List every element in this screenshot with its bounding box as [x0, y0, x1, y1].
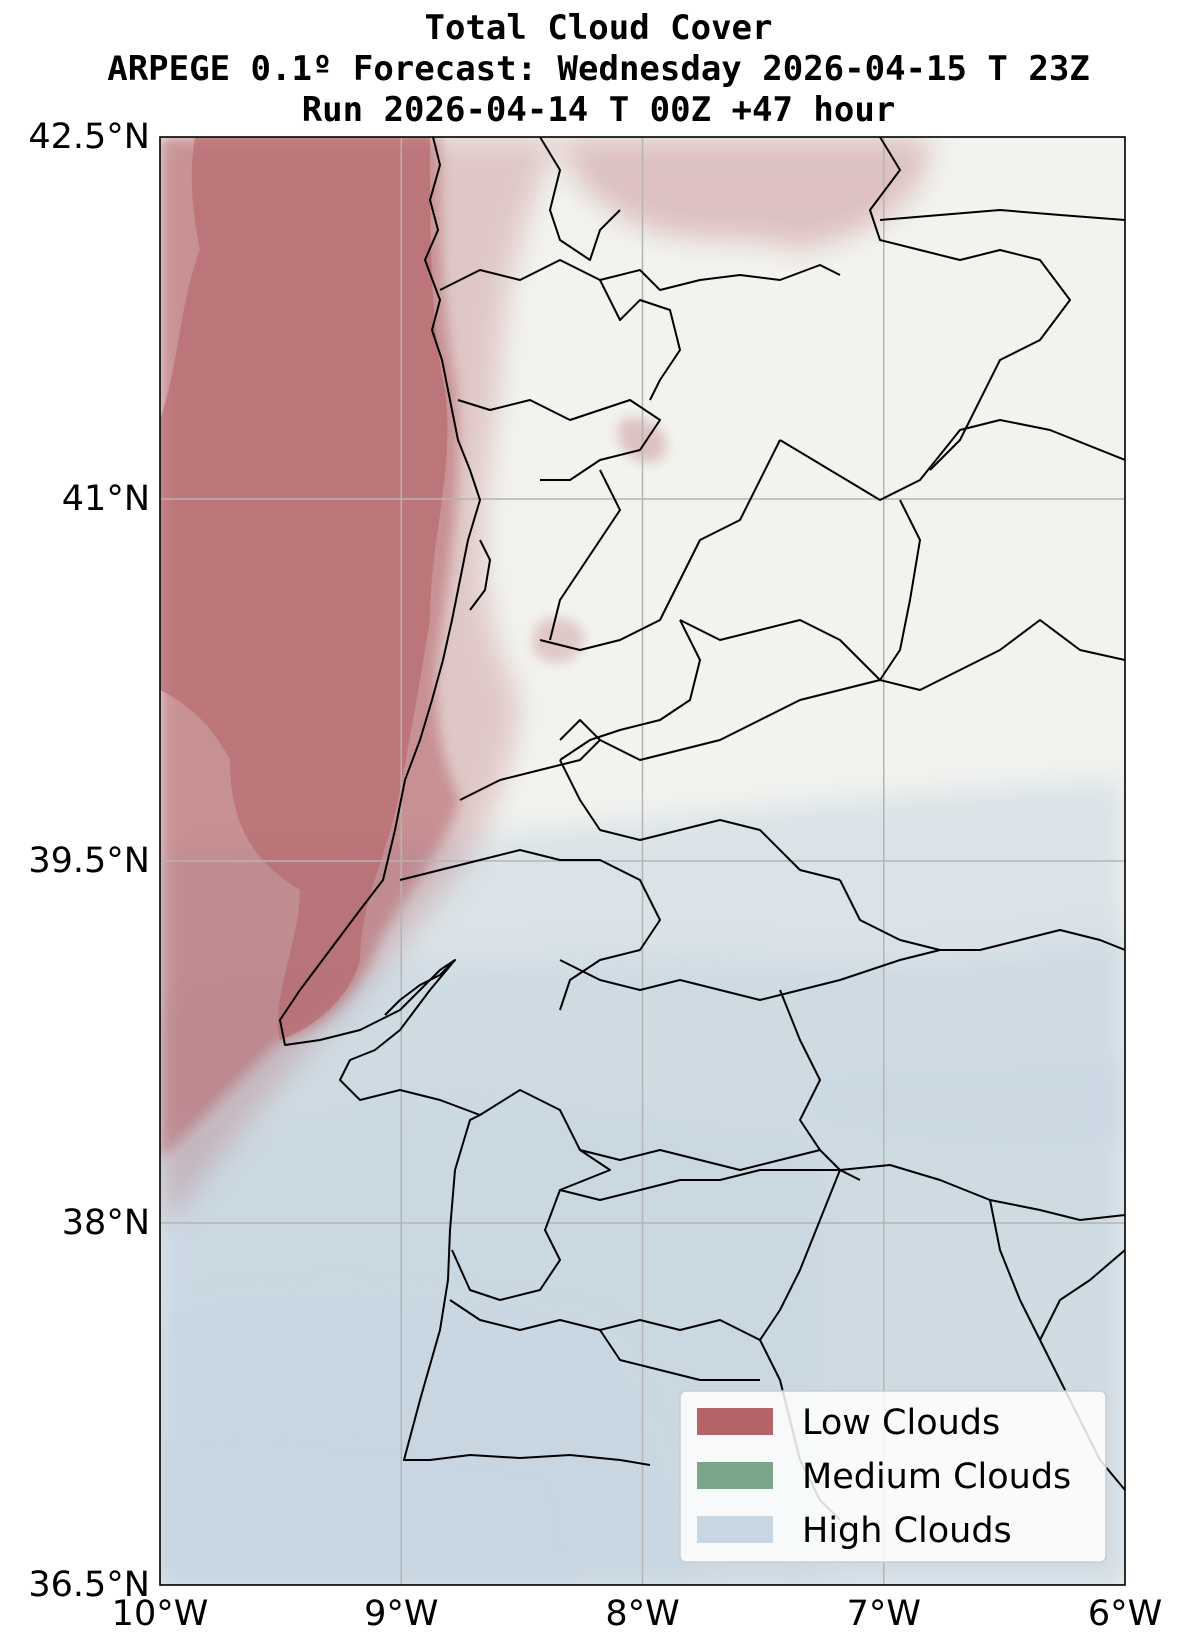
- x-tick-label: 10°W: [112, 1594, 209, 1634]
- border-interior-1: [539, 439, 781, 651]
- legend-label-low: Low Clouds: [802, 1403, 1000, 1443]
- legend-label-medium: Medium Clouds: [802, 1457, 1071, 1497]
- x-tick-label: 9°W: [364, 1594, 438, 1634]
- legend: Low Clouds Medium Clouds High Clouds: [679, 1390, 1107, 1563]
- legend-swatch-high: [697, 1516, 773, 1543]
- title-line-2: ARPEGE 0.1º Forecast: Wednesday 2026-04-…: [107, 49, 1090, 89]
- x-tick-label: 6°W: [1088, 1594, 1162, 1634]
- map-plot-area: [160, 137, 1125, 1585]
- legend-swatch-low: [697, 1408, 773, 1435]
- border-interior-5: [559, 619, 701, 761]
- border-interior-8: [599, 679, 881, 761]
- map-title: Total Cloud Cover ARPEGE 0.1º Forecast: …: [0, 8, 1197, 131]
- border-tagus: [384, 959, 456, 1016]
- low-clouds-layer: [160, 137, 930, 1230]
- gridlines: [160, 137, 1125, 1585]
- y-axis-ticks: 42.5°N 41°N 39.5°N 38°N 36.5°N: [28, 117, 150, 1605]
- title-line-3: Run 2026-04-14 T 00Z +47 hour: [301, 90, 896, 130]
- y-tick-label: 41°N: [62, 479, 150, 519]
- map-frame: [159, 136, 1126, 1586]
- y-tick-label: 38°N: [62, 1203, 150, 1243]
- border-interior-18: [759, 1169, 841, 1341]
- border-interior-6: [679, 619, 881, 681]
- border-interior-4: [879, 499, 1125, 691]
- x-tick-label: 8°W: [605, 1594, 679, 1634]
- legend-box: [679, 1390, 1107, 1563]
- x-tick-label: 7°W: [847, 1594, 921, 1634]
- x-axis-ticks: 10°W 9°W 8°W 7°W 6°W: [112, 1594, 1163, 1634]
- title-line-1: Total Cloud Cover: [424, 8, 773, 48]
- legend-swatch-medium: [697, 1462, 773, 1489]
- border-spain-north: [869, 137, 1071, 471]
- border-interior-10: [399, 849, 661, 1011]
- border-lisbon: [451, 1089, 611, 1301]
- border-interior-2: [549, 469, 621, 641]
- border-north-3: [599, 279, 681, 401]
- coastline: [279, 137, 651, 1466]
- border-north-2: [457, 399, 661, 481]
- y-tick-label: 42.5°N: [28, 117, 150, 157]
- border-interior-9: [559, 759, 841, 881]
- border-interior-20: [1039, 1249, 1125, 1341]
- border-spain-north-2: [879, 209, 1125, 221]
- border-north-4: [539, 137, 621, 261]
- border-aveiro: [469, 539, 491, 611]
- border-interior-13: [839, 879, 941, 951]
- border-interior-11: [559, 929, 1125, 1001]
- border-interior-3: [779, 419, 1125, 501]
- border-interior-17: [599, 1329, 760, 1381]
- y-tick-label: 39.5°N: [28, 841, 150, 881]
- legend-label-high: High Clouds: [802, 1511, 1012, 1551]
- border-interior-15: [559, 1164, 1125, 1221]
- border-interior-14: [579, 1149, 821, 1171]
- border-interior-7: [459, 719, 601, 801]
- border-north-1: [439, 259, 841, 291]
- y-tick-label: 36.5°N: [28, 1565, 150, 1605]
